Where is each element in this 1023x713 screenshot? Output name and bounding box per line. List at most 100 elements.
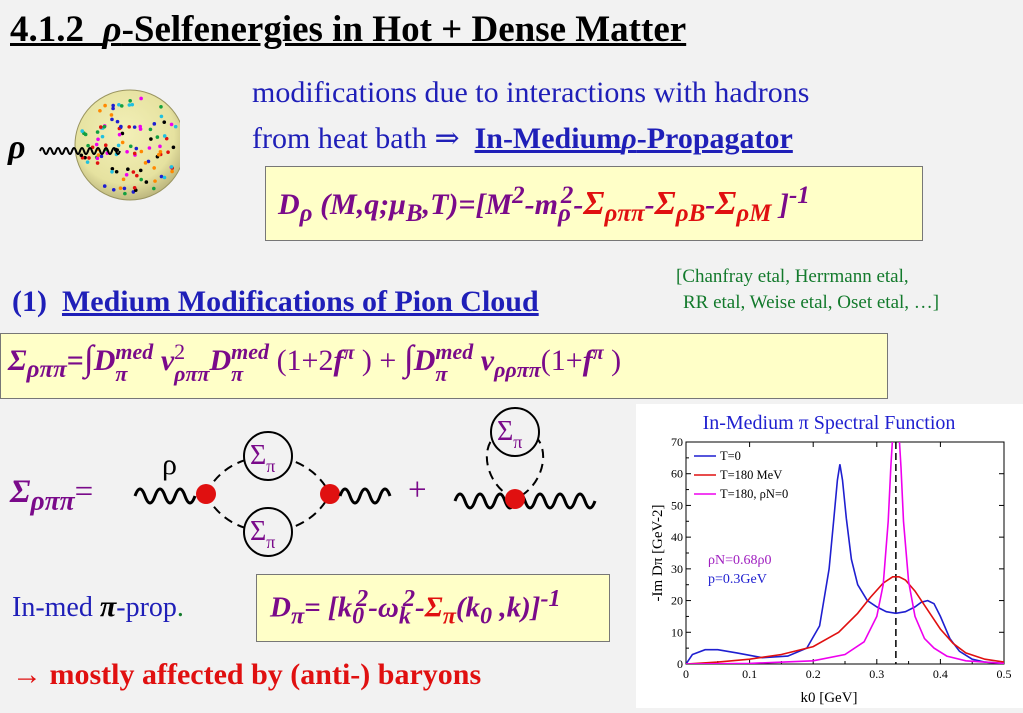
dpi-omega: ω [377, 591, 399, 624]
sigma-2: Σ [654, 185, 676, 222]
y-tick-label: 10 [671, 625, 683, 639]
particle-dot [79, 153, 84, 158]
diagram-plus: + [408, 472, 427, 508]
pi-3: π [435, 361, 448, 387]
feynman-diagrams: ρ Σπ Σπ Σπ [133, 407, 597, 557]
dpi-sub0b: 0 [480, 602, 493, 630]
section-label: Medium Modifications of Pion Cloud [61, 285, 539, 318]
particle-dot [102, 184, 107, 188]
particle-dot [120, 131, 125, 136]
prop-args: (M,q; [320, 188, 390, 221]
slide-title: 4.1.2 ρ-Selfenergies in Hot + Dense Matt… [10, 8, 686, 51]
inmed-pre: In-med [12, 592, 93, 623]
propagator-label: -Propagator [636, 122, 793, 155]
particle-dot [126, 167, 130, 172]
y-tick-label: 70 [671, 435, 683, 449]
particle-dot [110, 166, 115, 171]
vertex-left [196, 484, 216, 504]
x-tick-label: 0.5 [997, 667, 1012, 681]
particle-dot [173, 124, 178, 129]
particle-dot [153, 179, 157, 183]
particle-dot [122, 186, 127, 191]
y-tick-label: 0 [677, 657, 683, 671]
particle-dot [117, 102, 121, 107]
particle-dot [85, 160, 90, 164]
med-3: med [435, 339, 474, 365]
close-bracket: ] [771, 188, 789, 221]
particle-dot [169, 165, 174, 169]
y-tick-label: 30 [671, 562, 683, 576]
vertex-tadpole [505, 489, 525, 509]
dpi-sup2b: 2 [402, 585, 416, 612]
particle-dot [87, 156, 91, 160]
particle-dot [95, 156, 100, 161]
rho-line-2 [453, 492, 597, 510]
legend-label-3: T=180, ρN=0 [720, 487, 788, 501]
particle-dot [100, 134, 105, 139]
particle-dot [149, 137, 153, 141]
vsub-2: ρρππ [494, 357, 541, 382]
particle-dot [111, 187, 116, 192]
dash-1: - [573, 188, 584, 221]
mu-symbol: μ [389, 188, 406, 221]
med-1: med [115, 339, 154, 365]
particle-dot [125, 149, 129, 154]
d-pi-2: D [209, 344, 232, 377]
particle-dot [132, 185, 137, 190]
particle-dot [143, 161, 148, 165]
pi-1: π [115, 361, 128, 387]
conclusion-text: → mostly affected by (anti-) baryons [12, 658, 482, 691]
y-tick-label: 20 [671, 594, 683, 608]
dpi-d: D [270, 591, 291, 624]
sup-2b: 2 [560, 182, 574, 209]
close-2: ) [603, 344, 622, 377]
particle-dot [134, 146, 139, 151]
x-tick-label: 0.4 [933, 667, 948, 681]
sub-b: B [405, 200, 423, 227]
vertex-right [320, 484, 340, 504]
dpi-sigma-sub: π [442, 602, 456, 630]
diagram-sigma: Σ [10, 474, 31, 510]
particle-dot [156, 152, 161, 157]
particle-dot [123, 191, 127, 196]
f-1: f [333, 344, 344, 377]
y-tick-label: 60 [671, 467, 683, 481]
particle-dot [128, 144, 133, 149]
particle-dot [158, 144, 162, 149]
dpi-supm1: -1 [540, 585, 561, 612]
prop-args2: ,T)=[M [422, 188, 513, 221]
eq-sign: = [66, 344, 84, 377]
particle-dot [124, 172, 129, 177]
particle-dot [83, 155, 87, 160]
sigma-pi-blob-tadpole [490, 407, 540, 457]
particle-dot [152, 122, 157, 126]
y-tick-label: 40 [671, 530, 683, 544]
particle-dot [103, 143, 108, 148]
inmed-dot: . [176, 592, 184, 623]
title-text: -Selfenergies in Hot + Dense Matter [121, 9, 687, 50]
particle-dot [148, 127, 153, 132]
intro-text: from heat bath [252, 122, 427, 155]
diagram-lhs: Σρππ= [10, 474, 93, 517]
diagram-eq: = [74, 474, 94, 510]
minus-m: -m [524, 188, 558, 221]
particle-dot [120, 140, 125, 145]
med-2: med [231, 339, 270, 365]
dpi-dash2: - [415, 591, 425, 624]
rho-propagator-box [265, 166, 923, 241]
particle-dot [86, 143, 90, 148]
intro-line-2: from heat bath ⇒ In-Mediumρ-Propagator [252, 121, 793, 156]
particle-dot [102, 124, 107, 129]
dpi-args2: ,k)] [492, 591, 541, 624]
in-med-pion-prop-label: In-med π-prop. [12, 590, 184, 624]
sub-rhopipi: ρππ [604, 200, 645, 227]
dpi-sub: π [290, 602, 305, 630]
particle-dot [146, 159, 151, 164]
legend-label-1: T=0 [720, 449, 741, 463]
particle-dot [169, 122, 174, 127]
particle-dot [164, 136, 169, 141]
particle-dot [171, 145, 176, 150]
dpi-subk: k [398, 602, 411, 630]
particle-dot [130, 102, 135, 107]
dpi-sup2: 2 [356, 585, 369, 612]
